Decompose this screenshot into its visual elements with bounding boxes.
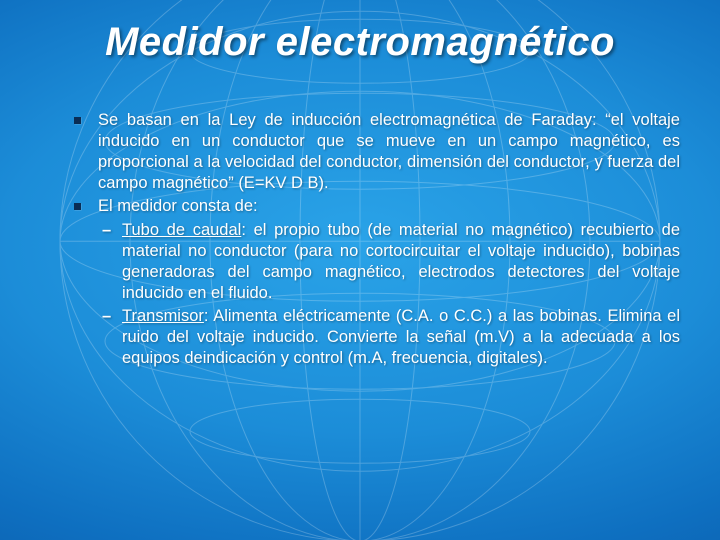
slide-body: Se basan en la Ley de inducción electrom… <box>70 110 680 371</box>
bullet-item: Se basan en la Ley de inducción electrom… <box>70 110 680 194</box>
sub-bullet-lead: Tubo de caudal <box>122 221 241 239</box>
bullet-text: Se basan en la Ley de inducción electrom… <box>98 111 680 192</box>
sub-bullet-item: Tubo de caudal: el propio tubo (de mater… <box>98 220 680 304</box>
bullet-text: El medidor consta de: <box>98 197 258 215</box>
sub-bullet-item: Transmisor: Alimenta eléctricamente (C.A… <box>98 306 680 369</box>
bullet-item: El medidor consta de: Tubo de caudal: el… <box>70 196 680 369</box>
slide: Medidor electromagnético Se basan en la … <box>0 0 720 540</box>
slide-title: Medidor electromagnético <box>0 20 720 65</box>
sub-bullet-rest: : Alimenta eléctricamente (C.A. o C.C.) … <box>122 307 680 367</box>
sub-bullet-lead: Transmisor <box>122 307 204 325</box>
